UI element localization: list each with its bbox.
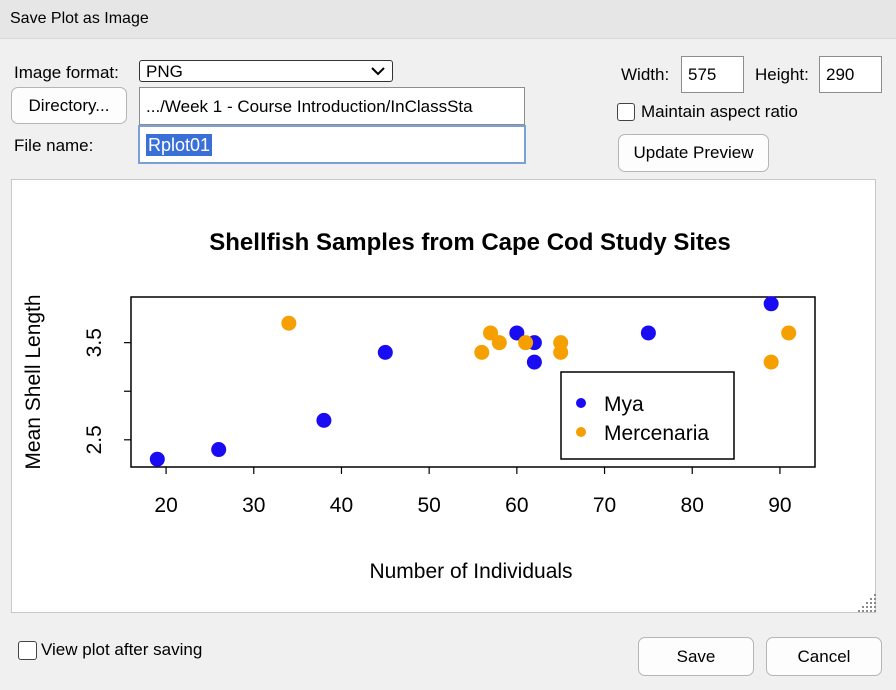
legend-label-mya: Mya [604,393,644,416]
point-mya [377,344,393,360]
height-value: 290 [826,65,855,84]
point-mercenaria [763,354,779,370]
directory-path-field[interactable]: .../Week 1 - Course Introduction/InClass… [139,87,525,125]
view-after-saving-label: View plot after saving [41,640,203,659]
file-name-label: File name: [14,136,94,155]
legend-marker-mercenaria [576,427,586,437]
scatter-plot: Shellfish Samples from Cape Cod Study Si… [22,229,816,583]
x-tick-label: 50 [417,494,440,517]
chart-title: Shellfish Samples from Cape Cod Study Si… [209,229,730,256]
x-tick-label: 40 [330,494,353,517]
x-tick-label: 90 [768,494,791,517]
plot-preview: Shellfish Samples from Cape Cod Study Si… [11,179,876,613]
x-tick-label: 60 [505,494,528,517]
x-tick-label: 80 [681,494,704,517]
save-button[interactable]: Save [638,637,754,676]
directory-path: .../Week 1 - Course Introduction/InClass… [146,97,473,116]
resize-grip-icon[interactable] [848,588,880,620]
maintain-aspect-label: Maintain aspect ratio [641,102,798,121]
directory-button[interactable]: Directory... [11,87,127,124]
x-axis-label: Number of Individuals [369,560,572,583]
point-mercenaria [781,325,797,341]
image-format-value: PNG [146,62,183,81]
point-mya [526,354,542,370]
point-mercenaria [474,344,490,360]
width-label: Width: [621,65,670,84]
image-format-label: Image format: [14,63,119,82]
plot-frame [130,296,816,468]
cancel-button[interactable]: Cancel [766,637,882,676]
x-tick-label: 70 [593,494,616,517]
view-after-saving-checkbox[interactable] [18,641,37,660]
point-mya [509,325,525,341]
legend-marker-mya [576,398,586,408]
point-mercenaria [518,335,534,351]
point-mercenaria [281,315,297,331]
width-input[interactable]: 575 [681,56,744,93]
width-value: 575 [688,65,717,84]
title-bar: Save Plot as Image [0,0,896,39]
window-title: Save Plot as Image [10,10,149,27]
point-mercenaria [491,335,507,351]
file-name-input[interactable]: Rplot01 [138,125,526,164]
y-axis-label: Mean Shell Length [22,294,45,469]
file-name-value: Rplot01 [146,134,213,156]
y-tick-label: 2.5 [83,425,106,454]
point-mya [149,451,165,467]
point-mya [316,412,332,428]
point-mya [763,296,779,312]
point-mya [211,442,227,458]
height-label: Height: [755,65,809,84]
legend-label-mercenaria: Mercenaria [604,422,709,445]
x-tick-label: 20 [154,494,177,517]
legend-box [560,371,735,460]
maintain-aspect-checkbox[interactable] [617,103,635,121]
point-mya [640,325,656,341]
image-format-select[interactable]: PNG [139,60,393,82]
update-preview-button[interactable]: Update Preview [618,134,769,172]
y-tick-label: 3.5 [83,328,106,357]
point-mercenaria [483,325,499,341]
height-input[interactable]: 290 [819,56,882,93]
point-mercenaria [553,344,569,360]
x-tick-label: 30 [242,494,265,517]
chevron-down-icon [371,67,385,76]
legend: Mya Mercenaria [560,371,735,460]
